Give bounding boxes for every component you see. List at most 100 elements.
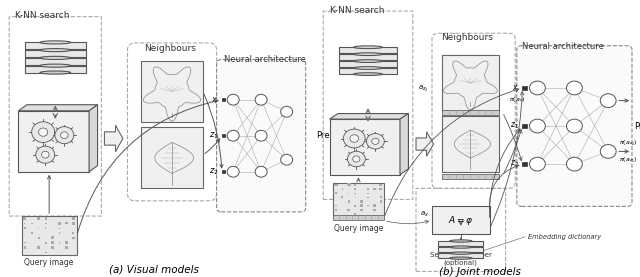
Bar: [335, 184, 337, 186]
Bar: [45, 242, 47, 244]
Ellipse shape: [40, 56, 70, 60]
Text: $\pi(a_n)$: $\pi(a_n)$: [509, 94, 525, 104]
Ellipse shape: [40, 41, 70, 44]
Text: $x$: $x$: [513, 83, 519, 93]
Circle shape: [350, 135, 358, 142]
Bar: [51, 241, 54, 244]
Bar: [360, 200, 364, 203]
Text: Query image: Query image: [333, 224, 383, 233]
Circle shape: [42, 151, 49, 158]
Bar: [339, 47, 397, 53]
Polygon shape: [330, 114, 408, 119]
Polygon shape: [400, 114, 408, 175]
Text: $\pi(a_{z_1})$: $\pi(a_{z_1})$: [620, 155, 637, 165]
Bar: [348, 209, 350, 211]
Bar: [339, 61, 397, 67]
FancyBboxPatch shape: [432, 206, 490, 234]
Bar: [37, 217, 40, 220]
Bar: [51, 246, 54, 249]
Bar: [141, 61, 203, 122]
Bar: [45, 223, 47, 224]
Text: Neighbours: Neighbours: [145, 44, 196, 53]
Bar: [72, 217, 75, 220]
Ellipse shape: [354, 46, 383, 48]
Bar: [333, 215, 384, 220]
Circle shape: [255, 130, 267, 141]
Circle shape: [281, 154, 292, 165]
Bar: [24, 66, 86, 73]
Bar: [380, 196, 382, 198]
Bar: [522, 124, 527, 128]
Text: $a_{z_1}$: $a_{z_1}$: [418, 145, 429, 155]
Circle shape: [566, 157, 582, 171]
Text: Neural architecture: Neural architecture: [224, 55, 306, 64]
Bar: [367, 197, 369, 198]
Bar: [522, 162, 527, 166]
Bar: [222, 170, 225, 173]
Bar: [335, 192, 337, 194]
Text: Neural architecture: Neural architecture: [522, 42, 604, 50]
Bar: [373, 188, 376, 190]
Bar: [355, 197, 356, 198]
Bar: [438, 247, 483, 252]
Circle shape: [38, 128, 48, 136]
Circle shape: [529, 119, 545, 133]
Bar: [442, 174, 499, 179]
Circle shape: [227, 166, 239, 177]
Bar: [31, 232, 33, 234]
Bar: [72, 222, 75, 225]
Bar: [222, 98, 225, 101]
Ellipse shape: [354, 53, 383, 55]
Circle shape: [529, 81, 545, 95]
Bar: [72, 237, 75, 239]
FancyBboxPatch shape: [216, 60, 306, 212]
Circle shape: [372, 138, 379, 144]
Bar: [367, 193, 369, 194]
Bar: [342, 188, 343, 190]
Ellipse shape: [40, 48, 70, 52]
Bar: [438, 253, 483, 258]
Circle shape: [600, 145, 616, 158]
Bar: [24, 42, 86, 49]
Bar: [58, 222, 61, 225]
Bar: [38, 228, 40, 229]
Circle shape: [36, 146, 55, 163]
Text: (b) Joint models: (b) Joint models: [439, 267, 521, 277]
Bar: [330, 119, 400, 175]
Bar: [367, 205, 369, 206]
Circle shape: [31, 122, 54, 142]
Bar: [355, 193, 356, 194]
Text: $z_1$: $z_1$: [510, 121, 519, 131]
Bar: [45, 227, 47, 229]
Bar: [51, 237, 54, 239]
Ellipse shape: [449, 252, 472, 254]
Bar: [59, 228, 60, 229]
Bar: [339, 68, 397, 74]
Bar: [333, 183, 384, 216]
Text: $a_{z_2}$: $a_{z_2}$: [418, 84, 429, 94]
Bar: [360, 204, 364, 207]
Circle shape: [353, 156, 360, 162]
Bar: [354, 184, 356, 186]
Text: $a_x$: $a_x$: [420, 210, 429, 219]
Bar: [37, 246, 40, 249]
Bar: [522, 86, 527, 90]
Bar: [380, 200, 382, 203]
Bar: [141, 127, 203, 188]
Bar: [24, 58, 86, 65]
Bar: [72, 232, 74, 234]
Circle shape: [281, 106, 292, 117]
Circle shape: [61, 132, 68, 138]
Bar: [24, 50, 86, 57]
Bar: [373, 204, 376, 207]
Ellipse shape: [449, 240, 472, 242]
Bar: [24, 217, 26, 220]
Circle shape: [566, 119, 582, 133]
Bar: [24, 242, 26, 243]
Bar: [355, 188, 356, 190]
Bar: [367, 188, 369, 190]
Text: (a) Visual models: (a) Visual models: [109, 264, 198, 274]
Bar: [19, 111, 89, 172]
Bar: [65, 242, 68, 244]
Circle shape: [566, 81, 582, 95]
